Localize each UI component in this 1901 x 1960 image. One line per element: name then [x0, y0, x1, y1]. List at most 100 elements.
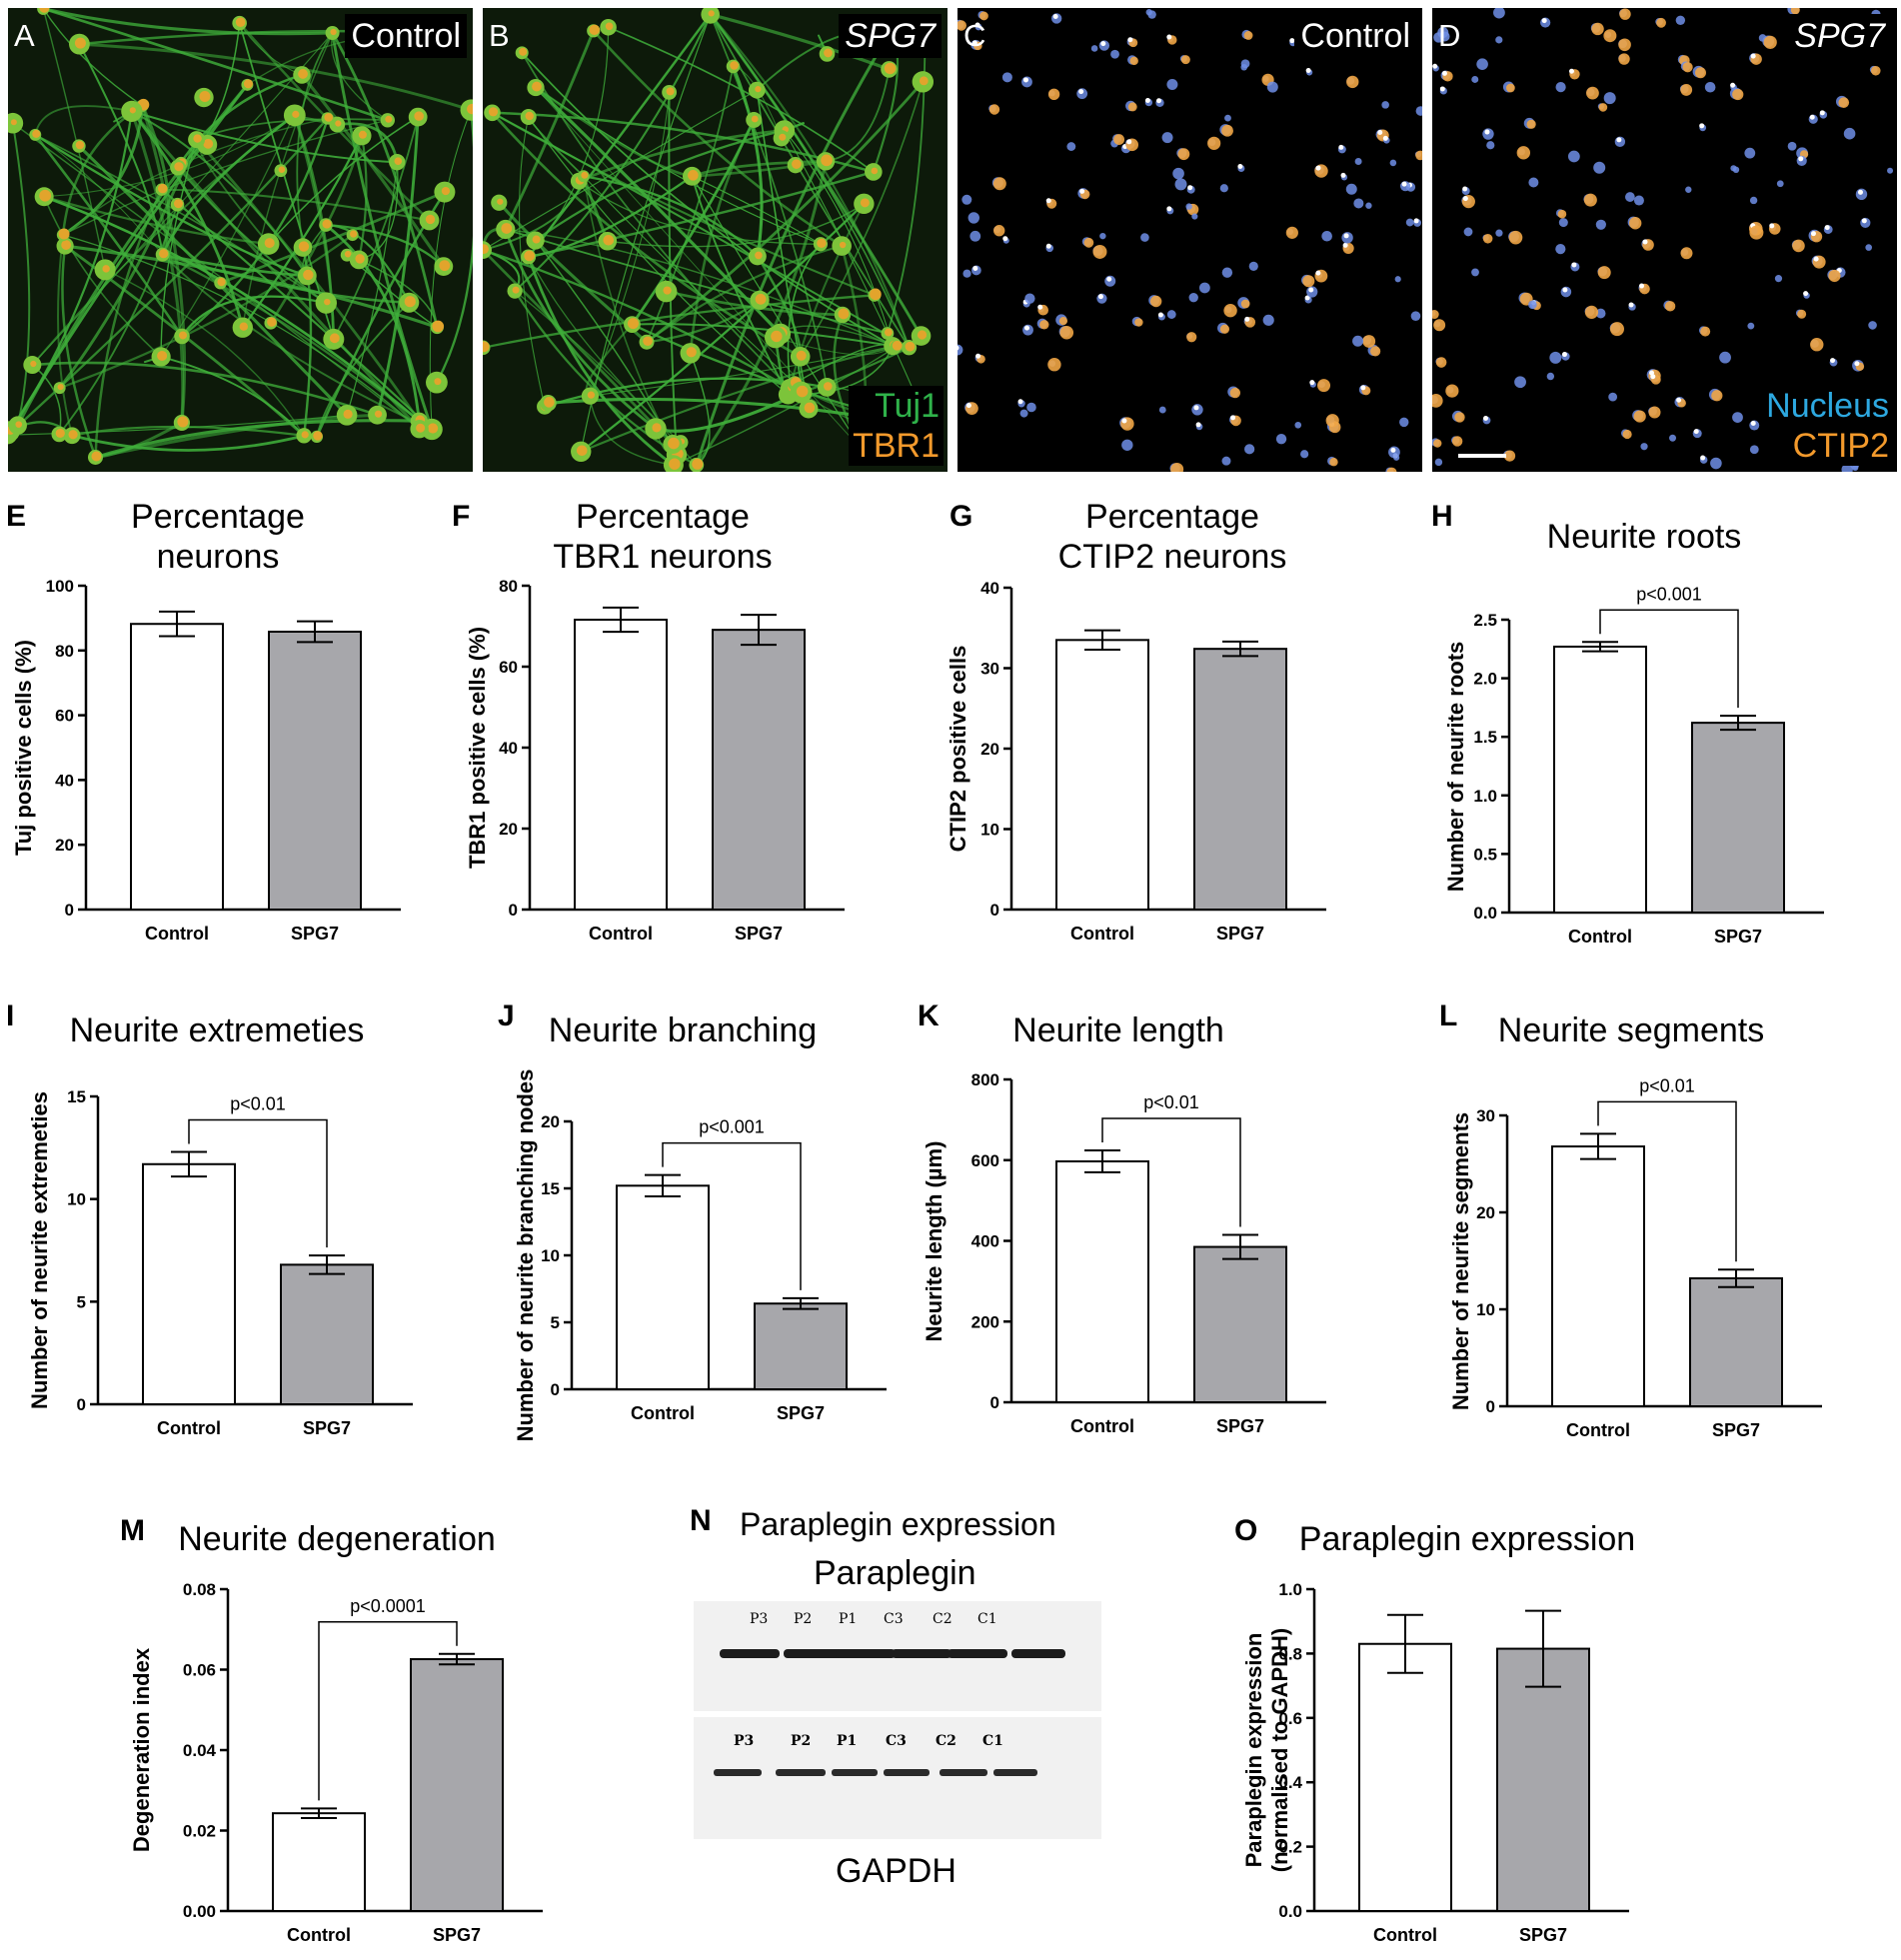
bar-spg7	[1193, 1245, 1287, 1404]
significance-bracket	[318, 1621, 458, 1801]
significance-label: p<0.001	[699, 1117, 765, 1137]
y-tick-label: 40	[980, 579, 999, 598]
gapdh-band	[776, 1769, 826, 1776]
chart-title: Percentage neurons	[131, 498, 305, 576]
bar-control	[1055, 1159, 1149, 1404]
micrograph-a: A Control	[8, 8, 473, 472]
micrograph-image	[1432, 8, 1897, 472]
x-tick-label: Control	[1070, 924, 1134, 944]
bar-control	[1358, 1642, 1452, 1912]
bar-spg7	[1689, 1276, 1783, 1407]
significance-label: p<0.0001	[350, 1596, 426, 1616]
bar-control	[574, 619, 668, 912]
y-axis-label: Number of neurite branching nodes	[513, 1068, 538, 1442]
y-tick-label: 200	[971, 1312, 999, 1331]
bar-spg7	[280, 1263, 374, 1405]
significance-bracket	[662, 1141, 802, 1290]
bar-control	[272, 1812, 366, 1913]
y-tick-label: 20	[499, 820, 518, 839]
gapdh-band	[884, 1769, 930, 1776]
y-tick-label: 30	[980, 660, 999, 679]
condition-label: Control	[345, 14, 467, 58]
significance-label: p<0.01	[1639, 1075, 1695, 1095]
micrograph-c: C Control	[957, 8, 1422, 472]
legend-entry-nucleus: Nucleus	[1762, 386, 1893, 426]
blot-label-paraplegin: Paraplegin	[814, 1554, 976, 1592]
y-axis-label: Degeneration index	[129, 1647, 154, 1853]
y-tick-label: 15	[67, 1087, 86, 1106]
y-tick-label: 0	[509, 901, 518, 920]
paraplegin-band	[784, 1649, 844, 1658]
y-tick-label: 0.00	[183, 1902, 216, 1921]
chart-o: 0.0 0.2 0.4 0.6 0.8 1.0 Control SPG7	[1278, 1580, 1629, 1945]
significance-bracket	[1101, 1117, 1241, 1227]
lane-label: P3	[750, 1611, 769, 1627]
y-tick-label: 0.5	[1473, 845, 1497, 864]
y-tick-label: 0	[65, 901, 74, 920]
y-tick-label: 2.5	[1473, 611, 1497, 630]
bar-spg7	[1193, 648, 1287, 911]
y-tick-label: 0.8	[1278, 1644, 1302, 1663]
panel-letter-D: D	[1438, 18, 1461, 53]
panel-letter-B: B	[489, 18, 510, 53]
panel-letter-G: G	[950, 500, 973, 533]
panel-letter-K: K	[918, 999, 940, 1032]
paraplegin-band	[720, 1649, 780, 1658]
panel-letter-F: F	[452, 500, 471, 533]
y-tick-label: 0	[1486, 1397, 1495, 1416]
bar-control	[616, 1184, 710, 1390]
gapdh-band	[832, 1769, 878, 1776]
stain-legend: Nucleus CTIP2	[1762, 386, 1893, 466]
y-tick-label: 60	[499, 658, 518, 677]
lane-label: P1	[839, 1611, 858, 1627]
y-tick-label: 800	[971, 1070, 999, 1089]
chart-title: Neurite degeneration	[178, 1520, 496, 1558]
y-tick-label: 60	[55, 707, 74, 726]
chart-i: 0 5 10 15 Control SPG7 p<0.01	[67, 1087, 413, 1438]
bar-spg7	[268, 631, 362, 911]
bar-control	[1551, 1145, 1645, 1408]
y-axis-label: Neurite length (µm)	[922, 1140, 947, 1341]
significance-bracket	[1599, 609, 1739, 709]
x-tick-label: Control	[1373, 1925, 1437, 1945]
x-tick-label: SPG7	[1519, 1925, 1567, 1945]
x-tick-label: SPG7	[433, 1925, 481, 1945]
condition-label: SPG7	[839, 14, 942, 58]
y-tick-label: 20	[980, 740, 999, 759]
y-axis-label: CTIP2 positive cells	[946, 645, 970, 853]
y-axis-label: Paraplegin expression (normalised to GAPD…	[1241, 1627, 1292, 1873]
gapdh-band	[993, 1769, 1037, 1776]
lane-label: C1	[982, 1733, 1003, 1749]
y-tick-label: 0.08	[183, 1580, 216, 1599]
chart-title: Neurite segments	[1497, 1011, 1765, 1049]
x-tick-label: SPG7	[1216, 1416, 1264, 1436]
y-tick-label: 10	[67, 1190, 86, 1209]
x-tick-label: Control	[1070, 1416, 1134, 1436]
micrograph-row: A Control B SPG7 Tuj1 TBR1 C Control D SPG7 Nucleu…	[0, 0, 1901, 475]
y-tick-label: 40	[55, 771, 74, 790]
x-tick-label: SPG7	[303, 1418, 351, 1438]
significance-bracket	[1597, 1100, 1737, 1262]
gapdh-blot-strip: P3 P2 P1 C3 C2 C1	[694, 1717, 1101, 1839]
x-tick-label: SPG7	[1712, 1420, 1760, 1440]
chart-title: Percentage TBR1 neurons	[553, 498, 773, 576]
legend-entry-tuj1: Tuj1	[849, 386, 944, 426]
chart-j: 0 5 10 15 20 Control SPG7 p<0.001	[541, 1112, 887, 1423]
y-tick-label: 40	[499, 739, 518, 758]
chart-title: Neurite roots	[1546, 518, 1742, 556]
y-tick-label: 20	[1476, 1203, 1495, 1222]
legend-entry-ctip2: CTIP2	[1762, 426, 1893, 466]
y-tick-label: 0.2	[1278, 1838, 1302, 1857]
chart-title: Paraplegin expression	[1298, 1520, 1636, 1558]
lane-label: P2	[791, 1733, 812, 1749]
bar-control	[1055, 639, 1149, 911]
y-tick-label: 80	[499, 577, 518, 596]
condition-label: Control	[1294, 14, 1416, 58]
bar-control	[1553, 645, 1647, 914]
lane-label: C3	[886, 1733, 907, 1749]
x-tick-label: SPG7	[1216, 924, 1264, 944]
x-tick-label: Control	[157, 1418, 221, 1438]
panel-letter-J: J	[498, 999, 515, 1032]
